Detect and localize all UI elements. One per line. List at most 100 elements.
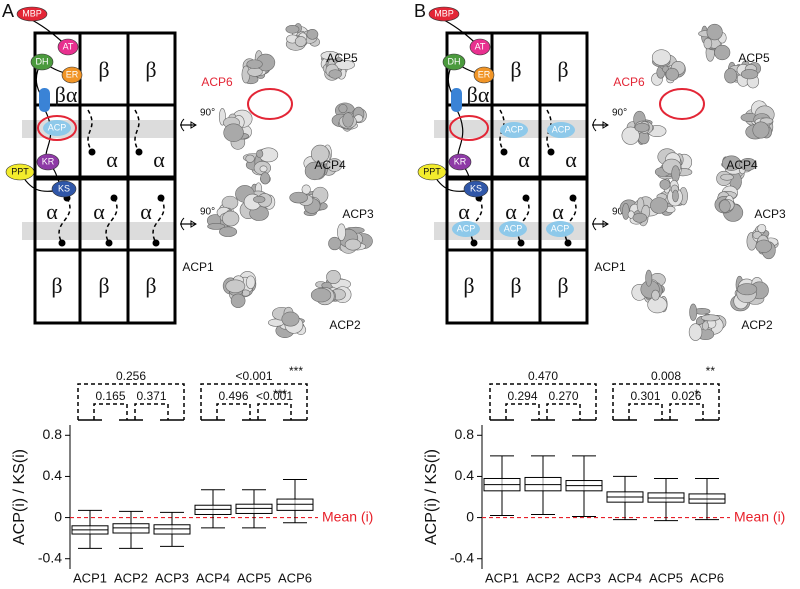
acp-label: ACP <box>552 124 571 134</box>
density-blob <box>326 269 341 285</box>
significance: ** <box>706 364 716 378</box>
highlight <box>247 88 293 120</box>
density-blob <box>724 68 738 84</box>
bracket <box>489 383 597 420</box>
beta: β <box>510 57 521 82</box>
density-label: ACP4 <box>726 158 758 172</box>
domain-label: DH <box>448 56 461 66</box>
acp-label: ACP <box>504 223 523 233</box>
acp-domain <box>452 221 480 237</box>
box <box>235 503 273 514</box>
beta: β <box>510 273 521 298</box>
beta: β <box>463 273 474 298</box>
x-tick-label: ACP3 <box>155 570 189 585</box>
acp-domain <box>547 122 575 138</box>
domain <box>36 153 60 171</box>
domain-label: AT <box>475 41 486 51</box>
x-tick-label: ACP1 <box>73 570 107 585</box>
p-value: 0.165 <box>95 389 125 403</box>
y-tick-label: 0.4 <box>455 467 475 483</box>
rotation-label: 90° <box>200 207 215 218</box>
y-axis-label: ACP(i) / KS(i) <box>423 449 440 545</box>
domain-label: AT <box>63 41 74 51</box>
rotate-arrow <box>180 217 197 231</box>
box <box>153 524 191 535</box>
domain <box>442 53 466 71</box>
alpha: α <box>140 199 152 224</box>
density-blob <box>260 172 271 185</box>
density-blob <box>310 144 330 164</box>
density-blob <box>222 210 240 227</box>
bracket <box>612 383 720 420</box>
panel-label: B <box>414 1 426 21</box>
density-label: ACP4 <box>314 158 346 172</box>
acp-label: ACP <box>505 124 524 134</box>
x-tick-label: ACP5 <box>649 570 683 585</box>
domain <box>463 180 489 198</box>
tether-end <box>470 239 478 247</box>
density-blob <box>344 238 362 251</box>
density-blob <box>651 49 671 66</box>
rotate-arrow <box>180 118 197 132</box>
domain-label: MBP <box>22 8 42 18</box>
tether-end <box>547 148 555 156</box>
beta: β <box>557 57 568 82</box>
domain-label: ER <box>478 69 491 79</box>
highlight <box>37 115 77 141</box>
density-blob <box>223 123 244 142</box>
density-blob <box>714 44 731 61</box>
density-blob <box>757 223 767 234</box>
alpha: α <box>552 199 564 224</box>
density-blob <box>719 199 731 213</box>
density-label: ACP6 <box>613 75 645 89</box>
density-blob <box>306 29 319 40</box>
density-blob <box>289 191 308 204</box>
bracket <box>216 403 251 420</box>
density-blob <box>294 36 307 47</box>
density-blob <box>253 195 266 203</box>
density-blob <box>326 158 343 172</box>
density-blob <box>245 275 256 289</box>
alpha: α <box>93 199 105 224</box>
bracket <box>546 403 581 420</box>
alpha: α <box>565 147 577 172</box>
domain-label: MBP <box>434 8 454 18</box>
domain-label: KS <box>470 183 482 193</box>
density-blob <box>246 59 263 69</box>
p-value: 0.270 <box>548 389 578 403</box>
density-blob <box>281 311 300 327</box>
density-blob <box>328 69 342 79</box>
tether <box>470 197 483 244</box>
density-blob <box>337 223 346 241</box>
density-blob <box>689 303 698 321</box>
mean-label: Mean (i) <box>734 508 785 524</box>
tether-end <box>105 239 113 247</box>
y-tick-label: 0 <box>466 508 474 524</box>
bracket <box>93 403 128 420</box>
y-axis-label: ACP(i) / KS(i) <box>11 449 28 545</box>
rotate-arrow <box>592 118 609 132</box>
density-label: ACP5 <box>326 51 358 65</box>
density-blob <box>259 165 268 173</box>
domain <box>451 88 462 112</box>
density-blob <box>634 122 650 133</box>
y-tick-label: 0.8 <box>43 426 63 442</box>
box <box>112 523 150 534</box>
density-blob <box>338 103 348 114</box>
p-value: 0.008 <box>651 369 681 383</box>
beta: β <box>557 273 568 298</box>
bracket <box>200 383 308 420</box>
bracket <box>134 403 169 420</box>
p-value: 0.301 <box>630 389 660 403</box>
domain <box>57 38 79 56</box>
domain <box>61 66 83 84</box>
density-blob <box>659 179 671 190</box>
linker <box>431 19 485 193</box>
density-blob <box>755 239 772 253</box>
domain <box>39 88 50 112</box>
tether <box>564 197 577 244</box>
x-tick-label: ACP3 <box>567 570 601 585</box>
highlight <box>449 115 489 141</box>
beta: β <box>51 273 62 298</box>
